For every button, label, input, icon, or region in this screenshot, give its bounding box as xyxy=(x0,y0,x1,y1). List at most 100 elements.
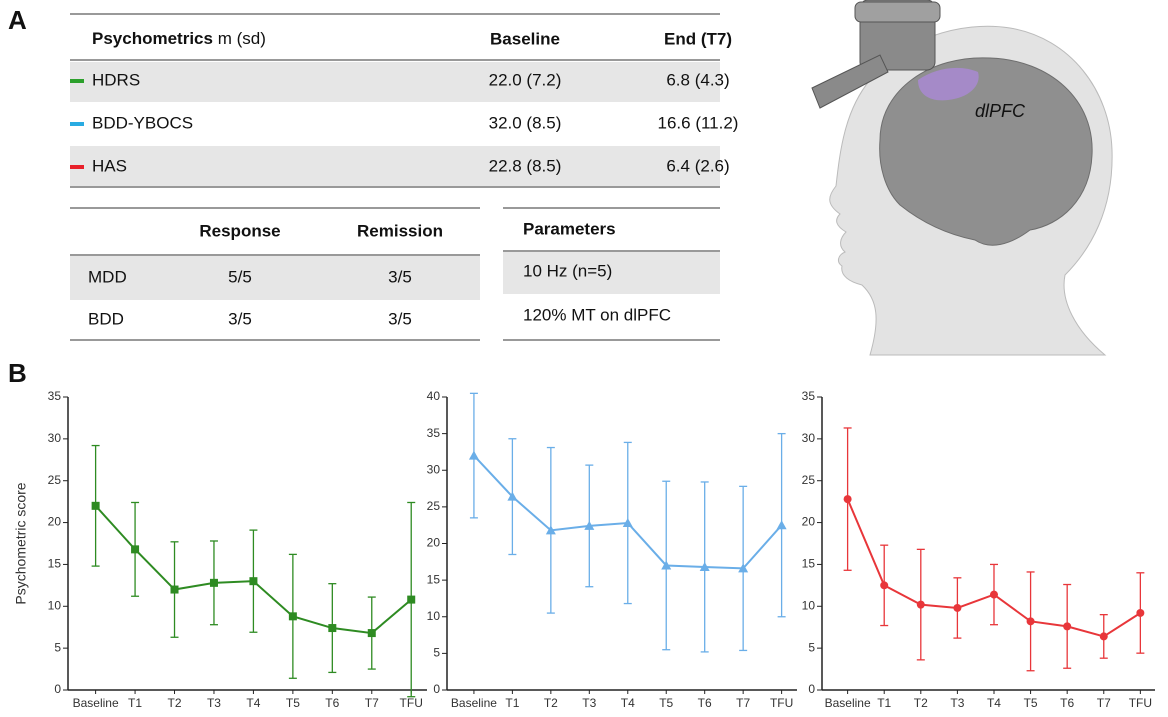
marker xyxy=(328,624,337,633)
dlpfc-region xyxy=(918,67,979,101)
x-tick-label: T1 xyxy=(505,696,519,710)
row-label: MDD xyxy=(88,267,127,286)
panel-label: B xyxy=(8,358,27,388)
marker xyxy=(699,561,710,571)
row-band xyxy=(70,146,720,187)
cell: 5/5 xyxy=(228,267,252,286)
y-tick-label: 5 xyxy=(808,640,815,654)
cell: 22.0 (7.2) xyxy=(489,70,562,89)
x-tick-label: T2 xyxy=(914,696,928,710)
y-tick-label: 10 xyxy=(802,598,816,612)
cell: 10 Hz (n=5) xyxy=(523,261,612,280)
y-tick-label: 25 xyxy=(802,473,816,487)
x-tick-label: T2 xyxy=(168,696,182,710)
table-body: HDRS 22.0 (7.2) 6.8 (4.3) BDD-YBOCS 32.0 (8.… xyxy=(70,70,738,175)
marker xyxy=(1026,617,1035,626)
cell: 16.6 (11.2) xyxy=(658,113,739,132)
cell: 6.8 (4.3) xyxy=(666,70,729,89)
y-tick-label: 15 xyxy=(802,557,816,571)
marker xyxy=(407,595,416,604)
row-label: HAS xyxy=(92,156,127,175)
header-note: m (sd) xyxy=(218,29,266,48)
x-tick-label: TFU xyxy=(400,696,423,710)
row-band xyxy=(503,252,720,294)
header-title: Psychometrics xyxy=(92,29,213,48)
marker xyxy=(288,612,297,621)
x-tick-label: T6 xyxy=(1060,696,1074,710)
region-label: dlPFC xyxy=(975,101,1026,121)
row-label: HDRS xyxy=(92,70,140,89)
x-tick-label: TFU xyxy=(1129,696,1152,710)
table-header: Psychometrics m (sd) xyxy=(92,29,266,48)
marker xyxy=(170,585,179,594)
y-tick-label: 35 xyxy=(427,426,441,440)
y-tick-label: 15 xyxy=(427,572,441,586)
y-tick-label: 25 xyxy=(427,499,441,513)
row-label: BDD xyxy=(88,309,124,328)
x-tick-label: T1 xyxy=(877,696,891,710)
y-tick-label: 20 xyxy=(427,536,441,550)
y-tick-label: 20 xyxy=(802,515,816,529)
marker xyxy=(1136,608,1145,617)
y-tick-label: 5 xyxy=(54,640,61,654)
y-tick-label: 10 xyxy=(427,609,441,623)
cell: 3/5 xyxy=(388,309,412,328)
y-tick-label: 40 xyxy=(427,389,441,403)
marker xyxy=(622,517,633,527)
x-tick-label: T7 xyxy=(736,696,750,710)
marker xyxy=(209,578,218,587)
y-tick-label: 5 xyxy=(433,646,440,660)
x-tick-label: T3 xyxy=(207,696,221,710)
marker xyxy=(880,581,889,590)
row-label: BDD-YBOCS xyxy=(92,113,193,132)
y-tick-label: 30 xyxy=(427,462,441,476)
y-tick-label: 0 xyxy=(54,682,61,696)
panel-label: A xyxy=(8,5,27,35)
x-tick-label: T7 xyxy=(1097,696,1111,710)
column-header: Baseline xyxy=(490,29,560,48)
charts: 0 5 10 15 20 25 30 35 Baseline T1 T2 T3 T4 T5 T6 T7 TFU P… xyxy=(13,389,1155,710)
y-tick-label: 20 xyxy=(48,515,62,529)
x-tick-label: TFU xyxy=(770,696,793,710)
coil xyxy=(854,1,941,23)
brain xyxy=(879,57,1093,246)
y-tick-label: 10 xyxy=(48,598,62,612)
x-tick-label: T3 xyxy=(950,696,964,710)
x-tick-label: Baseline xyxy=(825,696,871,710)
coil-handle xyxy=(811,54,889,109)
marker xyxy=(131,545,140,554)
x-tick-label: T5 xyxy=(1024,696,1038,710)
cell: 6.4 (2.6) xyxy=(666,156,729,175)
marker xyxy=(1063,622,1072,631)
marker xyxy=(953,603,962,612)
marker xyxy=(661,560,672,570)
marker xyxy=(738,563,749,573)
y-tick-label: 35 xyxy=(802,389,816,403)
marker xyxy=(916,600,925,609)
cell: 3/5 xyxy=(228,309,252,328)
y-tick-label: 0 xyxy=(433,682,440,696)
y-tick-label: 30 xyxy=(48,431,62,445)
marker xyxy=(367,629,376,638)
marker xyxy=(249,577,258,586)
y-axis-label: Psychometric score xyxy=(13,482,29,604)
x-tick-label: T5 xyxy=(286,696,300,710)
marker xyxy=(91,501,100,510)
column-header: End (T7) xyxy=(664,29,732,48)
marker xyxy=(843,495,852,504)
cell: 120% MT on dlPFC xyxy=(523,305,671,324)
column-header: Response xyxy=(199,221,280,240)
x-tick-label: Baseline xyxy=(73,696,119,710)
column-header: Remission xyxy=(357,221,443,240)
x-tick-label: T5 xyxy=(659,696,673,710)
marker xyxy=(545,525,556,535)
marker xyxy=(776,520,787,530)
marker xyxy=(507,491,518,501)
y-tick-label: 30 xyxy=(802,431,816,445)
head-illustration: dlPFC xyxy=(811,0,1113,356)
marker xyxy=(989,590,998,599)
x-tick-label: T1 xyxy=(128,696,142,710)
x-tick-label: T7 xyxy=(365,696,379,710)
